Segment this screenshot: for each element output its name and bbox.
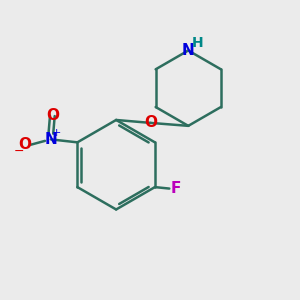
Text: F: F [171, 181, 181, 196]
Text: O: O [144, 116, 157, 130]
Text: H: H [191, 35, 203, 50]
Text: O: O [19, 137, 32, 152]
Text: N: N [44, 132, 57, 147]
Text: −: − [13, 145, 24, 158]
Text: O: O [46, 108, 59, 123]
Text: +: + [52, 128, 62, 138]
Text: N: N [182, 43, 195, 58]
